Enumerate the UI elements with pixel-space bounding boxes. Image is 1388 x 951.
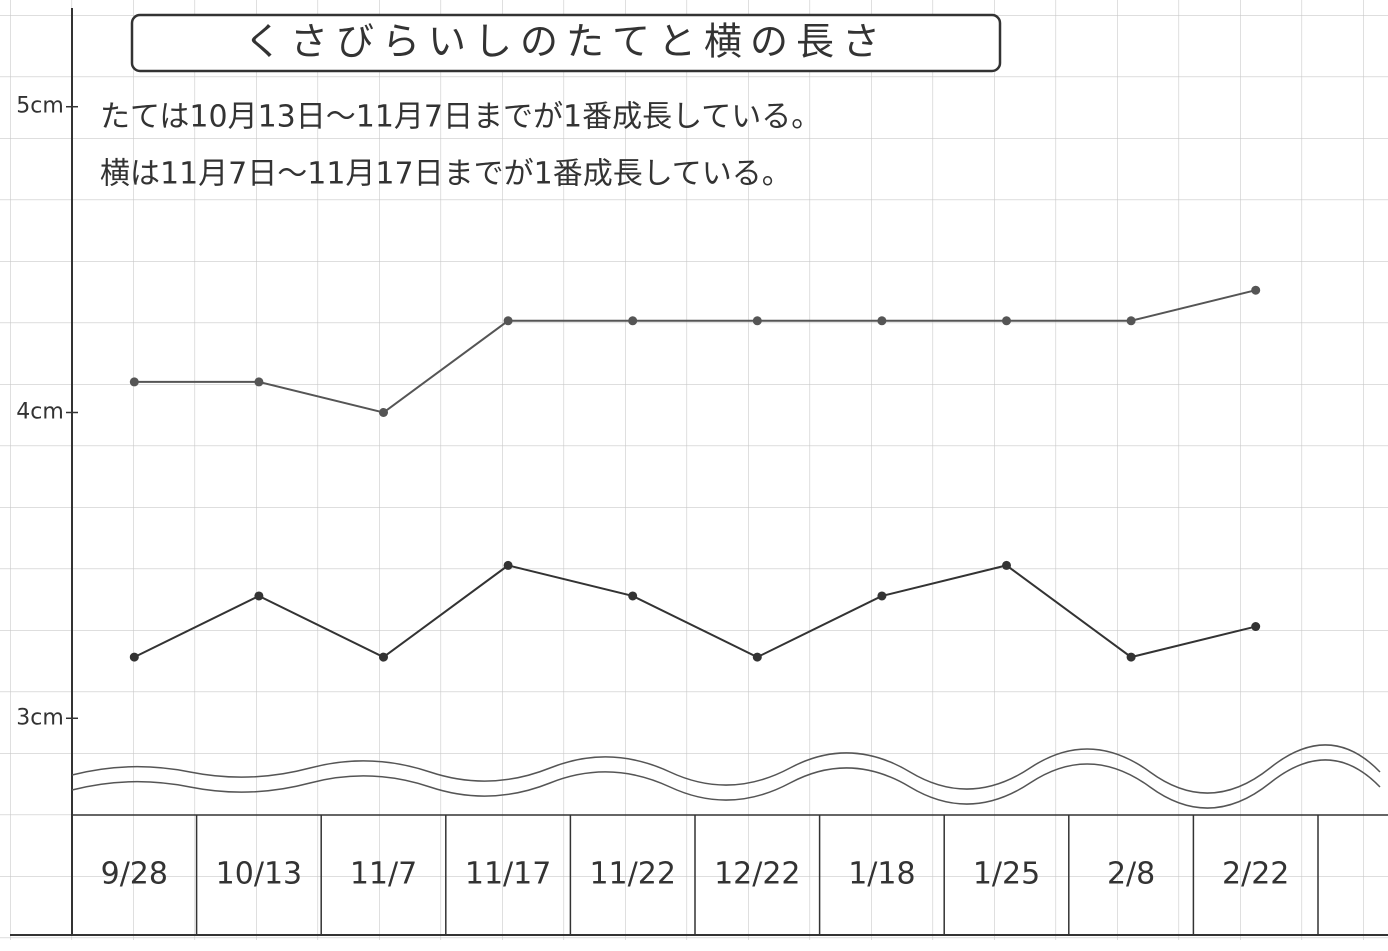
data-point <box>379 408 388 417</box>
axis-break <box>71 744 1381 794</box>
series-line <box>133 564 1256 659</box>
data-point <box>129 377 139 387</box>
x-tick-label: 10/13 <box>216 857 302 892</box>
axis-break <box>71 759 1381 809</box>
y-tick-label: 3cm <box>16 705 64 730</box>
annotation: 横は11月7日～11月17日までが1番成長している。 <box>100 157 792 192</box>
data-point <box>1126 316 1136 326</box>
data-point <box>628 591 638 601</box>
data-point <box>254 377 264 387</box>
x-tick-label: 1/25 <box>973 857 1040 892</box>
data-point <box>1002 316 1011 326</box>
series-line <box>134 289 1256 414</box>
x-tick-label: 1/18 <box>848 857 915 892</box>
data-point <box>129 652 139 662</box>
y-tick-label: 5cm <box>16 94 64 119</box>
title-box <box>130 13 1002 73</box>
x-tick-label: 12/22 <box>714 857 800 892</box>
x-tick-label: 2/8 <box>1107 857 1155 892</box>
x-tick-label: 11/22 <box>589 857 675 892</box>
data-point <box>503 316 513 326</box>
data-point <box>877 316 887 326</box>
annotation: たては10月13日～11月7日までが1番成長している。 <box>100 100 821 135</box>
data-point <box>1251 622 1261 632</box>
data-point <box>379 652 388 662</box>
x-tick-label: 2/22 <box>1222 857 1289 892</box>
data-point <box>752 652 762 662</box>
data-point <box>628 316 638 326</box>
y-tick-label: 4cm <box>16 400 64 425</box>
data-point <box>1002 560 1011 570</box>
x-tick-label: 11/7 <box>350 857 417 892</box>
data-point <box>1251 285 1261 295</box>
data-point <box>503 560 513 570</box>
data-point <box>752 316 762 326</box>
chart-title: くさびらいしのたてと横の長さ <box>244 20 888 64</box>
x-tick-label: 9/28 <box>101 857 168 892</box>
data-point <box>1126 652 1136 662</box>
x-tick-label: 11/17 <box>465 857 551 892</box>
plot: 3cm 4cm 5cm 9/28 10/13 11/7 11/17 11/22 12/22 1/1… <box>16 94 1319 935</box>
data-point <box>254 591 264 601</box>
data-point <box>877 591 887 601</box>
